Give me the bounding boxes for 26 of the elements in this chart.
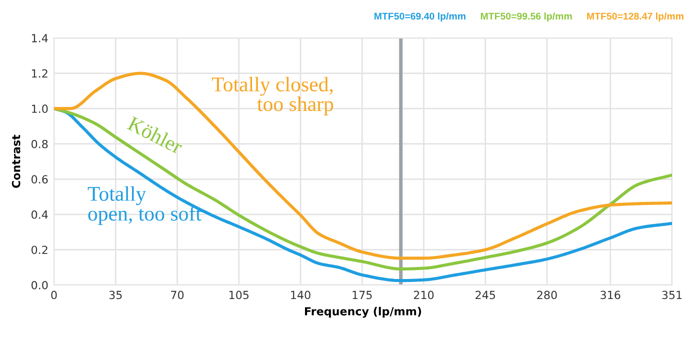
x-tick-label: 280 <box>537 290 557 300</box>
y-tick-label: 0.4 <box>32 210 48 219</box>
y-tick-label: 0.8 <box>32 140 48 148</box>
x-tick-label: 0 <box>51 290 57 300</box>
x-tick-label: 175 <box>352 290 372 300</box>
series-label: Totally closed, too sharp <box>212 76 334 116</box>
x-tick-label: 140 <box>291 290 310 300</box>
y-tick-label: 1.2 <box>32 69 48 78</box>
text: MTF50=99.56 lp/mm <box>480 12 572 22</box>
text: MTF50=128.47 lp/mm <box>587 12 684 22</box>
y-axis-title: Contrast <box>12 134 20 188</box>
x-tick-label: 316 <box>600 290 620 300</box>
y-tick-label: 1.4 <box>32 34 48 42</box>
y-tick-label: 0.2 <box>32 246 48 254</box>
x-axis-title: Frequency (lp/mm) <box>305 306 422 318</box>
x-tick-label: 35 <box>109 290 122 300</box>
text: MTF50=69.40 lp/mm <box>374 12 466 22</box>
x-tick-label: 210 <box>414 290 434 300</box>
series-label: Totally open, too soft <box>88 186 202 225</box>
x-tick-label: 351 <box>662 290 682 300</box>
y-tick-label: 0.6 <box>32 175 48 184</box>
x-tick-label: 245 <box>476 290 495 300</box>
x-tick-label: 70 <box>171 290 184 300</box>
x-tick-label: 105 <box>229 290 249 300</box>
y-tick-label: 0.0 <box>32 280 48 290</box>
y-tick-label: 1.0 <box>32 104 48 113</box>
